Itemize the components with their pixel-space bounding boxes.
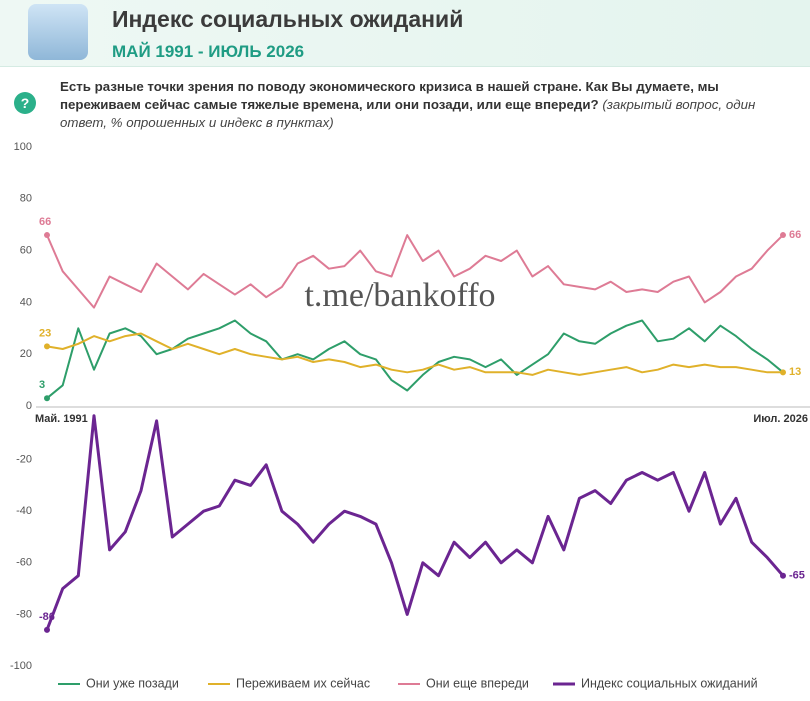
x-tick-label: Июл. 2026 [753,413,808,425]
question-icon: ? [14,92,36,114]
value-label: 23 [39,327,51,339]
y-tick-label: -20 [16,454,32,466]
value-label: 13 [789,366,801,378]
y-tick-label: -60 [16,557,32,569]
question-text: Есть разные точки зрения по поводу эконо… [60,79,719,112]
value-label: 66 [789,229,801,241]
series-line [46,319,784,399]
question: Есть разные точки зрения по поводу эконо… [60,78,790,132]
series-line [46,332,783,376]
y-tick-label: 80 [20,193,32,205]
y-tick-label: 60 [20,245,32,257]
value-label: 3 [39,379,45,391]
end-point [780,369,786,376]
end-point [44,626,50,633]
y-tick-label: -80 [16,608,32,620]
y-tick-label: 100 [14,141,32,153]
value-label: 66 [39,216,51,228]
series-line [45,414,785,631]
value-label: -86 [39,611,55,623]
x-tick-label: Май. 1991 [35,413,88,425]
subtitle: МАЙ 1991 - ИЮЛЬ 2026 [112,42,305,61]
watermark: t.me/bankoffo [304,277,495,314]
title: Индекс социальных ожиданий [112,6,464,32]
end-point [44,343,50,350]
y-tick-label: 0 [26,400,32,412]
y-tick-label: 20 [20,348,32,360]
legend-label: Переживаем их сейчас [236,676,370,690]
question-note: (закрытый вопрос, один ответ, % опрошенн… [60,97,756,130]
end-point [44,232,50,239]
legend-label: Они еще впереди [426,676,529,690]
value-label: -65 [789,570,805,582]
end-point [44,395,50,402]
y-tick-label: 40 [20,296,32,308]
logo-icon [28,4,88,60]
y-tick-label: -40 [16,505,32,517]
end-point [780,572,786,579]
end-point [780,232,786,239]
legend-label: Они уже позади [86,676,179,690]
legend-label: Индекс социальных ожиданий [581,676,758,690]
y-tick-label: -100 [10,660,32,672]
header: Индекс социальных ожиданий МАЙ 1991 - ИЮ… [0,0,810,67]
series-line [46,234,784,309]
